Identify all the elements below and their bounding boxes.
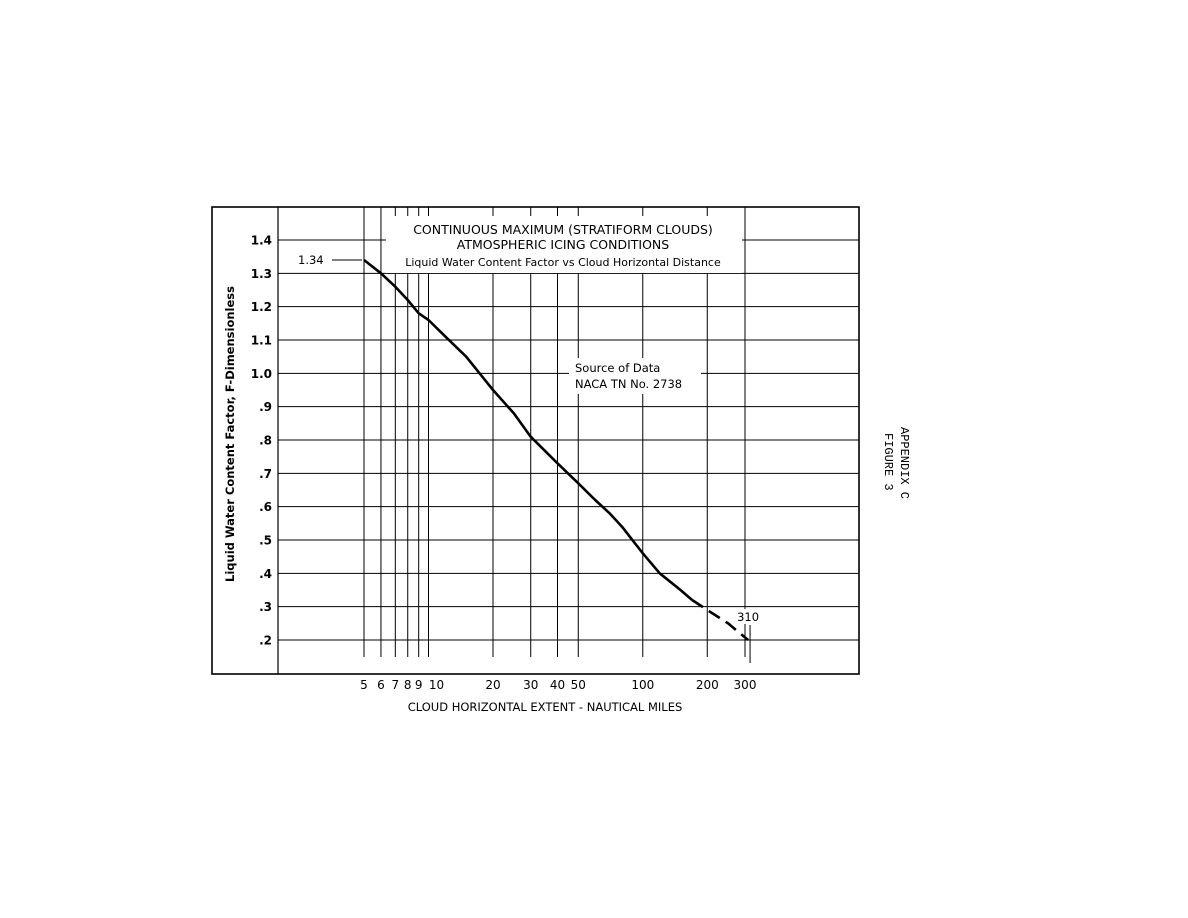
y-tick-.3: .3 xyxy=(259,600,272,614)
x-tick-40: 40 xyxy=(550,678,565,692)
horizontal-grid xyxy=(278,239,859,641)
source-annotation-line-1: Source of Data xyxy=(575,361,660,375)
x-tick-30: 30 xyxy=(523,678,538,692)
x-tick-6: 6 xyxy=(377,678,385,692)
y-tick-1.3: 1.3 xyxy=(251,267,272,281)
annotation-1-34-background xyxy=(292,250,330,266)
x-tick-50: 50 xyxy=(571,678,586,692)
chart-title-line-2: ATMOSPHERIC ICING CONDITIONS xyxy=(457,237,670,252)
x-tick-300: 300 xyxy=(734,678,757,692)
y-tick-1.2: 1.2 xyxy=(251,300,272,314)
vertical-grid xyxy=(363,207,746,657)
title-box xyxy=(386,216,742,273)
y-tick-.6: .6 xyxy=(259,500,272,514)
y-tick-.7: .7 xyxy=(259,467,272,481)
x-tick-8: 8 xyxy=(404,678,412,692)
y-tick-1.0: 1.0 xyxy=(251,367,272,381)
x-tick-7: 7 xyxy=(391,678,399,692)
figure-label: FIGURE 3 xyxy=(881,433,895,491)
x-tick-100: 100 xyxy=(631,678,654,692)
y-tick-.8: .8 xyxy=(259,434,272,448)
series-line xyxy=(363,258,693,601)
x-tick-labels: 5 6 7 8 9 10 20 30 40 50 100 200 300 xyxy=(360,678,756,692)
x-axis-label: CLOUD HORIZONTAL EXTENT - NAUTICAL MILES xyxy=(408,700,683,714)
chart-title-line-1: CONTINUOUS MAXIMUM (STRATIFORM CLOUDS) xyxy=(413,222,713,237)
x-tick-9: 9 xyxy=(415,678,423,692)
y-tick-1.1: 1.1 xyxy=(251,334,272,348)
x-tick-20: 20 xyxy=(485,678,500,692)
y-tick-.4: .4 xyxy=(259,567,272,581)
x-tick-10: 10 xyxy=(429,678,444,692)
annotation-310-background xyxy=(736,609,761,624)
chart-subtitle: Liquid Water Content Factor vs Cloud Hor… xyxy=(405,256,721,269)
x-tick-5: 5 xyxy=(360,678,368,692)
x-tick-200: 200 xyxy=(696,678,719,692)
y-axis-label: Liquid Water Content Factor, F-Dimension… xyxy=(223,286,237,582)
plot-frame xyxy=(211,206,860,675)
series-line-extrapolated xyxy=(691,598,749,641)
source-annotation-line-2: NACA TN No. 2738 xyxy=(575,377,682,391)
annotation-310: 310 xyxy=(737,610,759,624)
y-tick-.9: .9 xyxy=(259,400,272,414)
data-series xyxy=(363,258,749,641)
y-tick-labels: .2 .3 .4 .5 .6 .7 .8 .9 1.0 1.1 1.2 1.3 1.4 xyxy=(251,234,272,648)
source-box xyxy=(569,358,701,394)
annotation-1-34: 1.34 xyxy=(298,253,324,267)
y-tick-.2: .2 xyxy=(259,634,272,648)
y-tick-.5: .5 xyxy=(259,534,272,548)
y-tick-1.4: 1.4 xyxy=(251,234,272,248)
appendix-label: APPENDIX C xyxy=(897,427,911,499)
